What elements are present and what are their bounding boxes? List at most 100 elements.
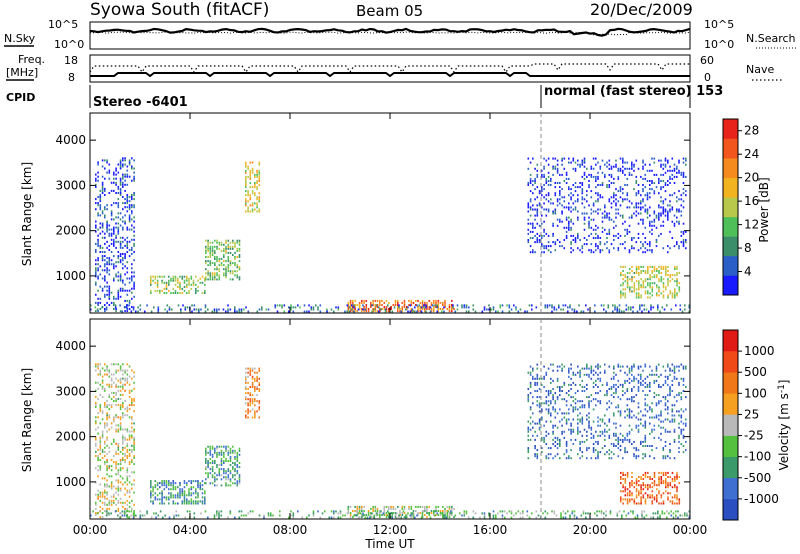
scatter-cell xyxy=(588,402,590,405)
scatter-cell xyxy=(644,453,647,456)
scatter-cell xyxy=(631,396,633,399)
scatter-cell xyxy=(552,394,554,397)
scatter-cell xyxy=(543,165,545,168)
scatter-cell xyxy=(541,175,543,178)
scatter-cell xyxy=(671,278,674,281)
scatter-cell xyxy=(658,490,660,493)
scatter-cell xyxy=(655,447,658,450)
scatter-cell xyxy=(651,272,654,274)
scatter-cell xyxy=(662,449,665,452)
scatter-cell xyxy=(122,163,124,166)
scatter-cell xyxy=(649,478,651,480)
scatter-cell xyxy=(104,251,106,253)
colorbar-cell xyxy=(723,216,738,237)
scatter-cell xyxy=(644,365,647,368)
scatter-cell xyxy=(651,482,654,485)
scatter-cell xyxy=(624,381,626,384)
scatter-cell xyxy=(647,290,649,293)
scatter-cell xyxy=(529,371,532,374)
scatter-cell xyxy=(290,308,292,311)
scatter-cell xyxy=(532,420,534,423)
scatter-cell xyxy=(626,276,629,279)
scatter-cell xyxy=(631,216,633,219)
scatter-cell xyxy=(682,365,685,368)
scatter-cell xyxy=(227,264,230,267)
scatter-cell xyxy=(488,512,490,515)
scatter-cell xyxy=(671,418,674,421)
scatter-cell xyxy=(646,210,649,213)
scatter-cell xyxy=(680,204,683,207)
scatter-cell xyxy=(117,257,120,260)
scatter-cell xyxy=(679,308,682,311)
scatter-cell xyxy=(680,241,683,244)
scatter-cell xyxy=(110,422,113,425)
scatter-cell xyxy=(610,394,613,397)
scatter-cell xyxy=(188,281,190,284)
scatter-cell xyxy=(620,482,622,485)
scatter-cell xyxy=(671,274,674,277)
scatter-cell xyxy=(131,238,133,241)
scatter-cell xyxy=(570,383,572,386)
scatter-cell xyxy=(128,489,131,492)
scatter-cell xyxy=(247,412,249,415)
scatter-cell xyxy=(128,200,131,203)
scatter-cell xyxy=(653,424,656,427)
scatter-cell xyxy=(662,426,665,429)
scatter-cell xyxy=(642,282,645,285)
beam-title: Beam 05 xyxy=(356,2,423,20)
scatter-cell xyxy=(444,512,446,514)
scatter-cell xyxy=(586,449,588,452)
scatter-cell xyxy=(398,514,400,517)
scatter-cell xyxy=(445,516,448,519)
scatter-cell xyxy=(227,266,230,269)
scatter-cell xyxy=(636,514,639,517)
scatter-cell xyxy=(190,498,193,501)
scatter-cell xyxy=(267,512,270,515)
scatter-cell xyxy=(119,244,122,247)
scatter-cell xyxy=(529,408,532,411)
scatter-cell xyxy=(506,512,508,515)
scatter-cell xyxy=(644,290,647,293)
scatter-cell xyxy=(550,402,552,405)
scatter-cell xyxy=(536,222,539,225)
scatter-cell xyxy=(527,371,530,374)
scatter-cell xyxy=(569,514,571,517)
scatter-cell xyxy=(563,365,566,368)
scatter-cell xyxy=(108,503,111,506)
scatter-cell xyxy=(101,181,104,184)
scatter-cell xyxy=(674,296,676,299)
freq-trace xyxy=(90,72,690,78)
scatter-cell xyxy=(249,196,252,199)
scatter-cell xyxy=(660,426,662,429)
scatter-cell xyxy=(161,480,163,483)
scatter-cell xyxy=(122,412,124,415)
scatter-cell xyxy=(179,275,181,278)
scatter-cell xyxy=(204,289,206,292)
scatter-cell xyxy=(684,304,686,307)
scatter-cell xyxy=(150,281,152,284)
scatter-cell xyxy=(664,445,667,447)
scatter-cell xyxy=(372,507,374,510)
scatter-cell xyxy=(631,280,633,283)
scatter-cell xyxy=(592,451,595,454)
scatter-cell xyxy=(209,260,212,263)
scatter-cell xyxy=(403,304,406,306)
scatter-cell xyxy=(115,261,117,264)
scatter-cell xyxy=(104,189,106,192)
scatter-cell xyxy=(527,232,530,235)
scatter-cell xyxy=(644,402,647,405)
scatter-cell xyxy=(106,285,108,288)
scatter-cell xyxy=(410,505,413,508)
scatter-cell xyxy=(97,304,99,306)
scatter-cell xyxy=(254,371,256,374)
scatter-cell xyxy=(673,440,676,443)
scatter-cell xyxy=(483,308,486,311)
scatter-cell xyxy=(658,212,660,215)
scatter-cell xyxy=(581,245,584,248)
scatter-cell xyxy=(685,367,687,370)
scatter-cell xyxy=(592,157,595,160)
scatter-cell xyxy=(492,516,495,519)
scatter-cell xyxy=(626,198,629,201)
scatter-cell xyxy=(660,400,662,403)
scatter-cell xyxy=(113,238,115,241)
